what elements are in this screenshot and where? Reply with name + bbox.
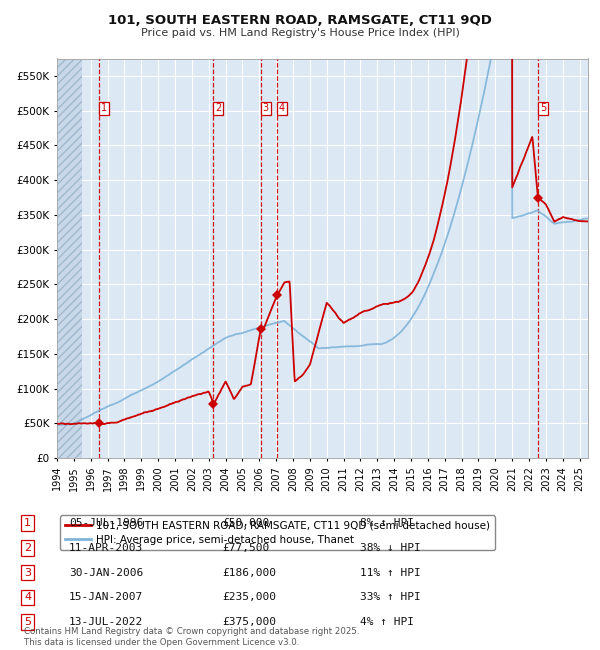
Text: 4% ↑ HPI: 4% ↑ HPI bbox=[360, 617, 414, 627]
Text: 4: 4 bbox=[279, 103, 285, 114]
Text: 11-APR-2003: 11-APR-2003 bbox=[69, 543, 143, 553]
Text: 1: 1 bbox=[101, 103, 107, 114]
Text: 5: 5 bbox=[540, 103, 546, 114]
Text: 15-JAN-2007: 15-JAN-2007 bbox=[69, 592, 143, 603]
Text: 2: 2 bbox=[215, 103, 221, 114]
Bar bbox=[57, 58, 82, 458]
Bar bbox=[57, 58, 82, 458]
Text: £235,000: £235,000 bbox=[222, 592, 276, 603]
Text: Contains HM Land Registry data © Crown copyright and database right 2025.
This d: Contains HM Land Registry data © Crown c… bbox=[24, 627, 359, 647]
Text: £186,000: £186,000 bbox=[222, 567, 276, 578]
Text: 30-JAN-2006: 30-JAN-2006 bbox=[69, 567, 143, 578]
Text: 8% ↑ HPI: 8% ↑ HPI bbox=[360, 518, 414, 528]
Text: 33% ↑ HPI: 33% ↑ HPI bbox=[360, 592, 421, 603]
Text: 38% ↓ HPI: 38% ↓ HPI bbox=[360, 543, 421, 553]
Text: 4: 4 bbox=[24, 592, 31, 603]
Text: 2: 2 bbox=[24, 543, 31, 553]
Text: £375,000: £375,000 bbox=[222, 617, 276, 627]
Text: £77,500: £77,500 bbox=[222, 543, 269, 553]
Text: 5: 5 bbox=[24, 617, 31, 627]
Text: 13-JUL-2022: 13-JUL-2022 bbox=[69, 617, 143, 627]
Text: £50,000: £50,000 bbox=[222, 518, 269, 528]
Text: Price paid vs. HM Land Registry's House Price Index (HPI): Price paid vs. HM Land Registry's House … bbox=[140, 28, 460, 38]
Text: 05-JUL-1996: 05-JUL-1996 bbox=[69, 518, 143, 528]
Text: 11% ↑ HPI: 11% ↑ HPI bbox=[360, 567, 421, 578]
Text: 3: 3 bbox=[263, 103, 269, 114]
Text: 1: 1 bbox=[24, 518, 31, 528]
Text: 101, SOUTH EASTERN ROAD, RAMSGATE, CT11 9QD: 101, SOUTH EASTERN ROAD, RAMSGATE, CT11 … bbox=[108, 14, 492, 27]
Text: 3: 3 bbox=[24, 567, 31, 578]
Legend: 101, SOUTH EASTERN ROAD, RAMSGATE, CT11 9QD (semi-detached house), HPI: Average : 101, SOUTH EASTERN ROAD, RAMSGATE, CT11 … bbox=[59, 515, 495, 550]
